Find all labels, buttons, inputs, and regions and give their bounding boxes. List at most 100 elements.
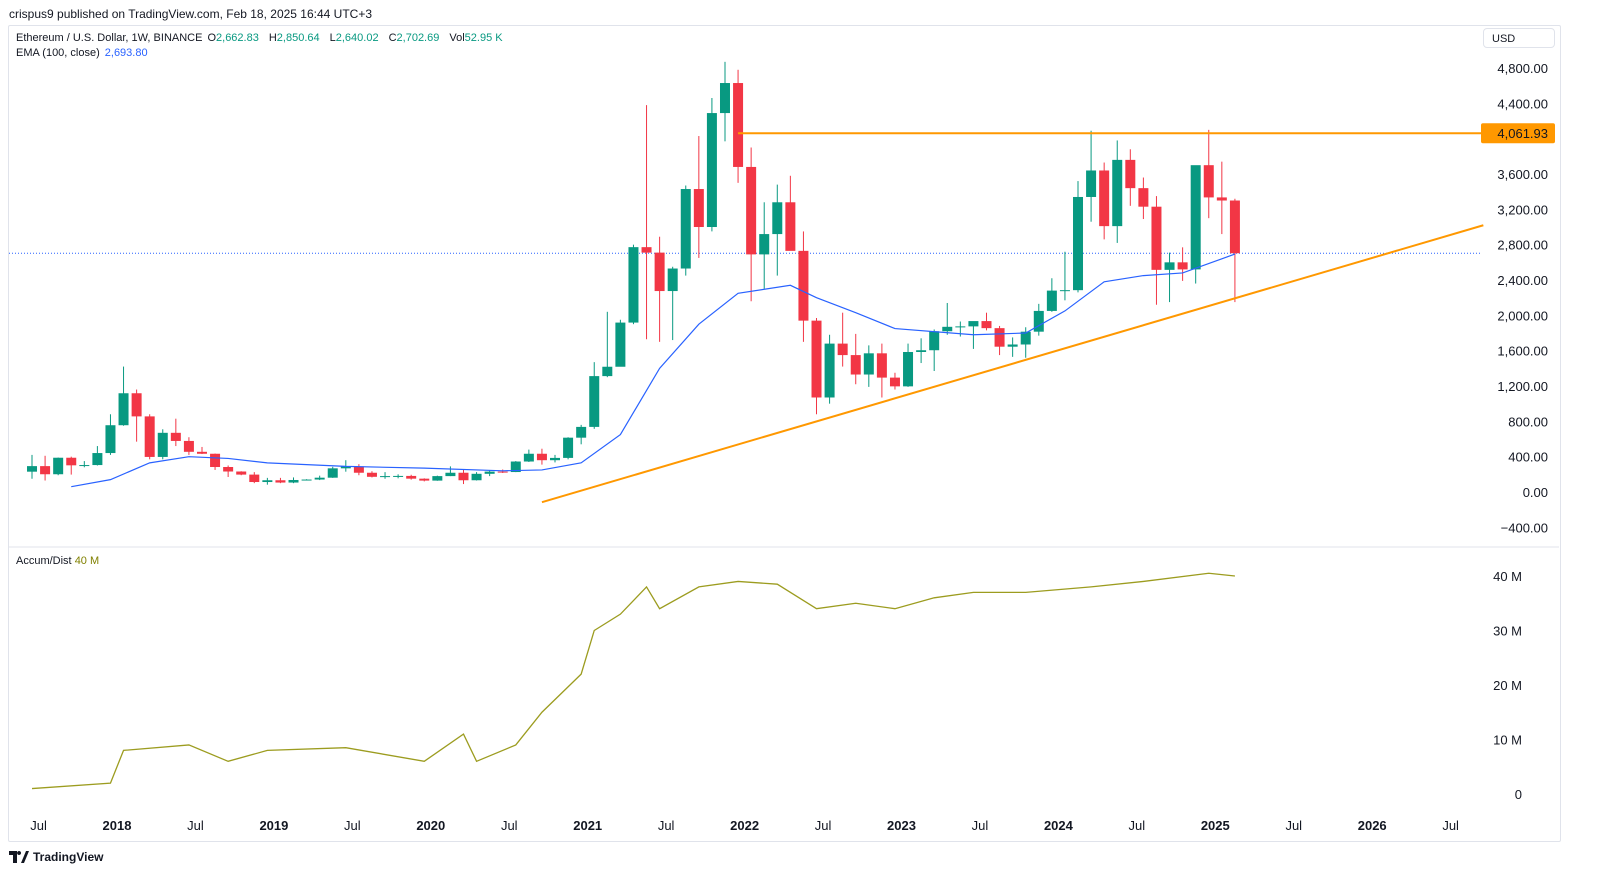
candle-body (994, 328, 1005, 347)
time-tick-label: Jul (344, 818, 361, 833)
candle-body (1203, 165, 1214, 198)
close-value: 2,702.69 (396, 32, 440, 44)
candle-body (66, 457, 77, 466)
candle-body (301, 479, 312, 481)
candle-body (118, 393, 129, 426)
candle-body (916, 350, 927, 352)
publish-info: crispus9 published on TradingView.com, F… (9, 7, 372, 21)
candle-body (1046, 290, 1057, 311)
candle-body (550, 457, 561, 461)
resistance-price-badge (1481, 123, 1555, 144)
accum-dist-tick-label: 20 M (1493, 678, 1522, 693)
accum-dist-tick-label: 10 M (1493, 733, 1522, 748)
candle-body (628, 247, 639, 323)
ema-line (71, 253, 1236, 488)
candle-body (1112, 159, 1123, 227)
candle-body (393, 475, 404, 477)
price-tick-label: 400.00 (1508, 450, 1548, 465)
candle-body (863, 353, 874, 375)
candle-body (641, 247, 652, 253)
candle-body (288, 479, 299, 483)
price-tick-label: 2,400.00 (1497, 273, 1548, 288)
candle-body (27, 466, 38, 472)
candle-body (1099, 170, 1110, 227)
time-tick-label: Jul (30, 818, 47, 833)
candle-body (340, 466, 351, 469)
price-tick-label: 4,400.00 (1497, 96, 1548, 111)
candle-body (589, 376, 600, 427)
open-label: O (207, 32, 217, 44)
candle-body (615, 322, 626, 367)
open-value: 2,662.83 (216, 32, 259, 44)
candle-body (510, 461, 521, 473)
high-label: H (268, 32, 277, 44)
candle-body (811, 320, 822, 398)
candle-body (196, 451, 207, 454)
currency-button[interactable]: USD (1483, 28, 1555, 48)
price-tick-label: −400.00 (1501, 520, 1548, 535)
time-tick-label: 2018 (103, 818, 132, 833)
time-tick-label: Jul (815, 818, 832, 833)
candle-body (353, 466, 364, 473)
time-tick-label: 2019 (259, 818, 288, 833)
candle-body (889, 377, 900, 387)
candle-body (955, 326, 966, 328)
candle-body (903, 351, 914, 387)
candle-body (733, 83, 744, 167)
tradingview-logo[interactable]: TradingView (9, 850, 103, 864)
accum-dist-tick-label: 30 M (1493, 624, 1522, 639)
trendline-support (541, 224, 1484, 504)
price-tick-label: 2,800.00 (1497, 238, 1548, 253)
low-label: L (329, 32, 336, 44)
close-label: C (388, 32, 397, 44)
time-tick-label: Jul (187, 818, 204, 833)
candle-body (1177, 262, 1188, 270)
volume-label: Vol (449, 32, 465, 44)
candle-body (746, 166, 757, 255)
candle-body (144, 416, 155, 457)
candle-body (484, 471, 495, 474)
time-tick-label: Jul (1129, 818, 1146, 833)
price-tick-label: 3,200.00 (1497, 202, 1548, 217)
tradingview-logo-icon (9, 851, 29, 863)
candle-body (680, 189, 691, 269)
candle-body (876, 353, 887, 378)
candle-body (1164, 262, 1175, 270)
time-tick-label: 2026 (1358, 818, 1387, 833)
candle-body (654, 252, 665, 292)
candle-body (1059, 290, 1070, 292)
candle-body (824, 343, 835, 398)
candle-body (1033, 310, 1044, 332)
accum-dist-label[interactable]: Accum/Dist (16, 555, 72, 567)
candle-body (968, 321, 979, 327)
candle-body (523, 453, 534, 462)
candle-body (157, 432, 168, 457)
accum-dist-tick-label: 40 M (1493, 569, 1522, 584)
candle-body (419, 478, 430, 481)
symbol-title[interactable]: Ethereum / U.S. Dollar, 1W, BINANCE (16, 32, 203, 44)
candle-body (53, 457, 64, 475)
high-value: 2,850.64 (276, 32, 320, 44)
candle-body (719, 83, 730, 114)
time-tick-label: 2025 (1201, 818, 1230, 833)
low-value: 2,640.02 (335, 32, 379, 44)
candle-body (536, 453, 547, 461)
ema-label[interactable]: EMA (100, close) (16, 47, 100, 59)
candle-body (432, 476, 443, 481)
price-tick-label: 2,000.00 (1497, 308, 1548, 323)
symbol-legend: Ethereum / U.S. Dollar, 1W, BINANCE O2,66… (16, 31, 513, 61)
candle-body (981, 321, 992, 329)
candle-body (406, 475, 417, 479)
candle-body (850, 355, 861, 375)
price-tick-label: 0.00 (1523, 485, 1548, 500)
price-tick-label: 4,800.00 (1497, 61, 1548, 76)
resistance-price-label: 4,061.93 (1497, 126, 1548, 141)
candle-body (693, 189, 704, 228)
chart-frame (8, 25, 1561, 842)
candle-body (772, 202, 783, 235)
candle-body (236, 471, 247, 475)
candle-body (445, 472, 456, 477)
brand-name: TradingView (33, 850, 104, 864)
time-tick-label: Jul (1442, 818, 1459, 833)
